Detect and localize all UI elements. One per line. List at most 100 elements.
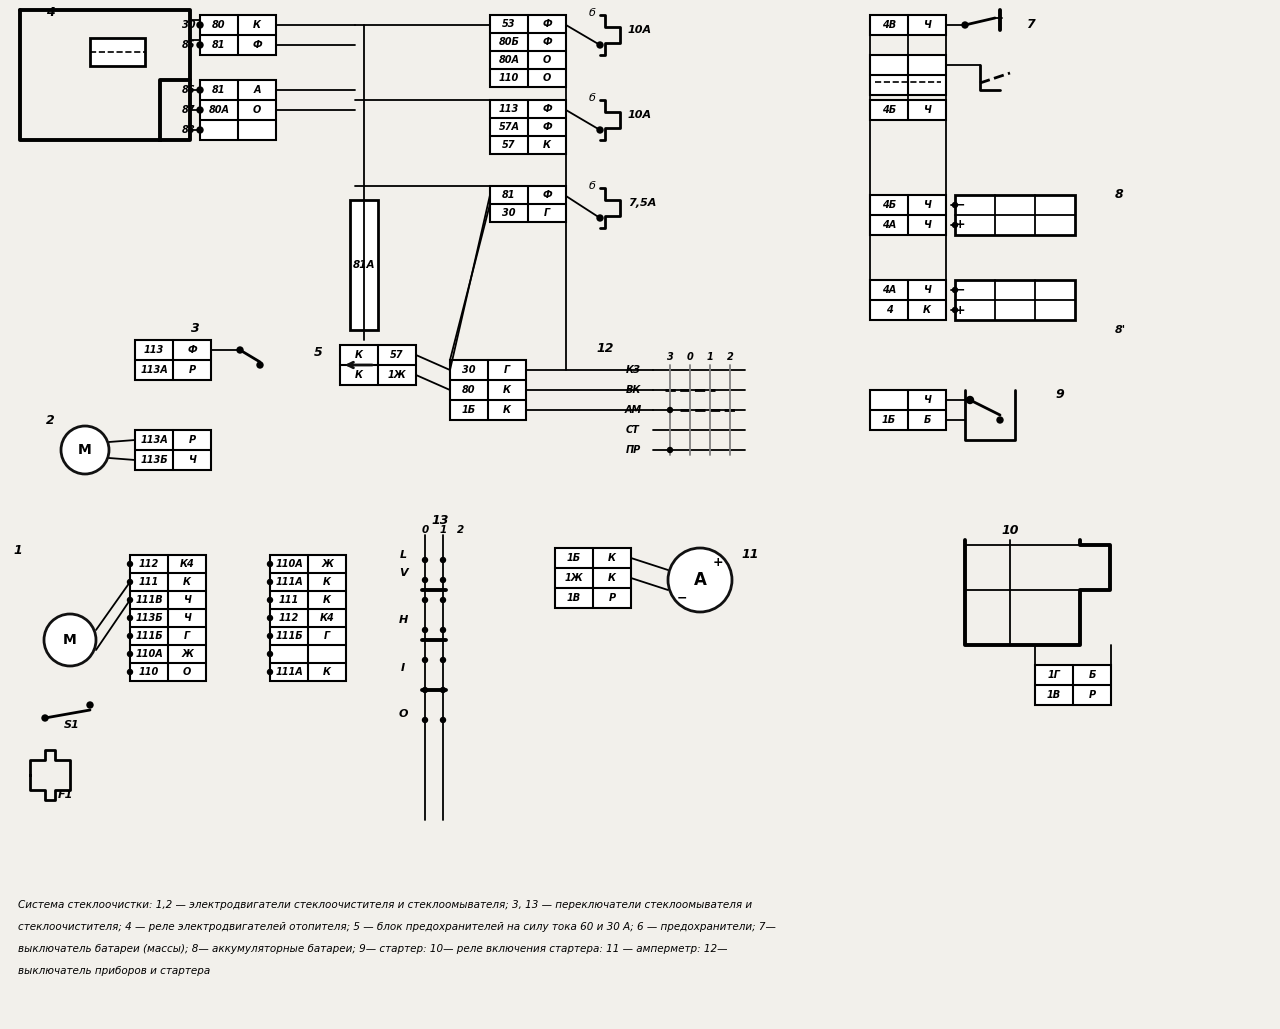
Text: К: К xyxy=(323,577,332,587)
Text: Г: Г xyxy=(504,365,511,375)
Text: Ч: Ч xyxy=(923,20,931,30)
Circle shape xyxy=(422,598,428,603)
Circle shape xyxy=(667,448,672,453)
Bar xyxy=(955,196,1075,235)
Circle shape xyxy=(668,548,732,612)
Text: Ф: Ф xyxy=(543,37,552,47)
Text: 1: 1 xyxy=(707,352,713,362)
Circle shape xyxy=(440,687,445,693)
Circle shape xyxy=(268,634,273,639)
Text: Ж: Ж xyxy=(321,559,333,569)
Circle shape xyxy=(128,634,133,639)
Text: К: К xyxy=(503,405,511,415)
Bar xyxy=(556,548,631,608)
Text: I: I xyxy=(401,663,404,673)
Circle shape xyxy=(952,287,957,292)
Text: ПР: ПР xyxy=(626,445,640,455)
Text: 1Б: 1Б xyxy=(462,405,476,415)
Text: Г: Г xyxy=(184,631,191,641)
Text: 87: 87 xyxy=(182,105,195,115)
Text: 4: 4 xyxy=(886,305,892,315)
Text: 110А: 110А xyxy=(136,649,163,659)
Circle shape xyxy=(237,347,243,353)
Text: О: О xyxy=(543,55,552,65)
Text: К: К xyxy=(608,553,616,563)
Circle shape xyxy=(997,417,1004,423)
Text: 86: 86 xyxy=(182,85,195,95)
Text: 3: 3 xyxy=(667,352,673,362)
Text: 113: 113 xyxy=(143,345,164,355)
Text: 111: 111 xyxy=(138,577,159,587)
Circle shape xyxy=(422,687,428,693)
Circle shape xyxy=(128,562,133,567)
Text: Г: Г xyxy=(324,631,330,641)
Circle shape xyxy=(440,577,445,582)
Circle shape xyxy=(596,127,603,133)
Circle shape xyxy=(128,598,133,603)
Circle shape xyxy=(197,42,204,48)
Text: 7: 7 xyxy=(1025,19,1034,32)
Circle shape xyxy=(128,579,133,584)
Text: К: К xyxy=(355,350,364,360)
Bar xyxy=(134,430,211,470)
Text: 0: 0 xyxy=(421,525,429,535)
Text: −: − xyxy=(677,592,687,604)
Bar xyxy=(955,280,1075,320)
Text: +: + xyxy=(955,218,965,232)
Text: Ж: Ж xyxy=(180,649,193,659)
Text: 88: 88 xyxy=(182,125,195,135)
Text: 30: 30 xyxy=(182,20,195,30)
Bar xyxy=(870,196,946,235)
Text: 3: 3 xyxy=(191,321,200,334)
Text: К: К xyxy=(503,385,511,395)
Text: 112: 112 xyxy=(138,559,159,569)
Bar xyxy=(451,360,526,420)
Text: К: К xyxy=(608,573,616,583)
Text: 113: 113 xyxy=(499,104,520,114)
Text: 111В: 111В xyxy=(136,595,163,605)
Text: 57А: 57А xyxy=(498,122,520,132)
Circle shape xyxy=(61,426,109,474)
Text: Ф: Ф xyxy=(252,40,262,50)
Text: Ф: Ф xyxy=(187,345,197,355)
Text: К: К xyxy=(323,595,332,605)
Bar xyxy=(490,100,566,154)
Circle shape xyxy=(952,203,957,208)
Text: 111А: 111А xyxy=(275,577,303,587)
Text: −: − xyxy=(955,199,965,212)
Text: 113А: 113А xyxy=(140,435,168,445)
Circle shape xyxy=(87,702,93,708)
Circle shape xyxy=(596,215,603,221)
Circle shape xyxy=(268,598,273,603)
Circle shape xyxy=(440,717,445,722)
Text: 81: 81 xyxy=(212,40,225,50)
Text: Ч: Ч xyxy=(183,613,191,623)
Text: б: б xyxy=(589,93,595,103)
Text: 12: 12 xyxy=(596,342,613,355)
Text: 0: 0 xyxy=(686,352,694,362)
Text: 10А: 10А xyxy=(628,25,652,35)
Text: 81А: 81А xyxy=(353,260,375,270)
Text: Р: Р xyxy=(1088,690,1096,700)
Text: А: А xyxy=(253,85,261,95)
Circle shape xyxy=(268,579,273,584)
Text: 1: 1 xyxy=(439,525,447,535)
Text: Ф: Ф xyxy=(543,122,552,132)
Circle shape xyxy=(422,628,428,633)
Bar xyxy=(90,38,145,66)
Text: АМ: АМ xyxy=(625,405,641,415)
Text: выключатель приборов и стартера: выключатель приборов и стартера xyxy=(18,966,210,975)
Bar xyxy=(134,340,211,380)
Text: 1Ж: 1Ж xyxy=(564,573,584,583)
Text: СТ: СТ xyxy=(626,425,640,435)
Text: КЗ: КЗ xyxy=(626,365,640,375)
Text: К: К xyxy=(253,20,261,30)
Text: Г: Г xyxy=(544,208,550,218)
Text: +: + xyxy=(955,304,965,317)
Text: S1: S1 xyxy=(64,720,79,730)
Circle shape xyxy=(440,598,445,603)
Circle shape xyxy=(128,651,133,657)
Text: 11: 11 xyxy=(741,548,759,562)
Text: 8': 8' xyxy=(1115,325,1126,335)
Text: Ч: Ч xyxy=(188,455,196,465)
